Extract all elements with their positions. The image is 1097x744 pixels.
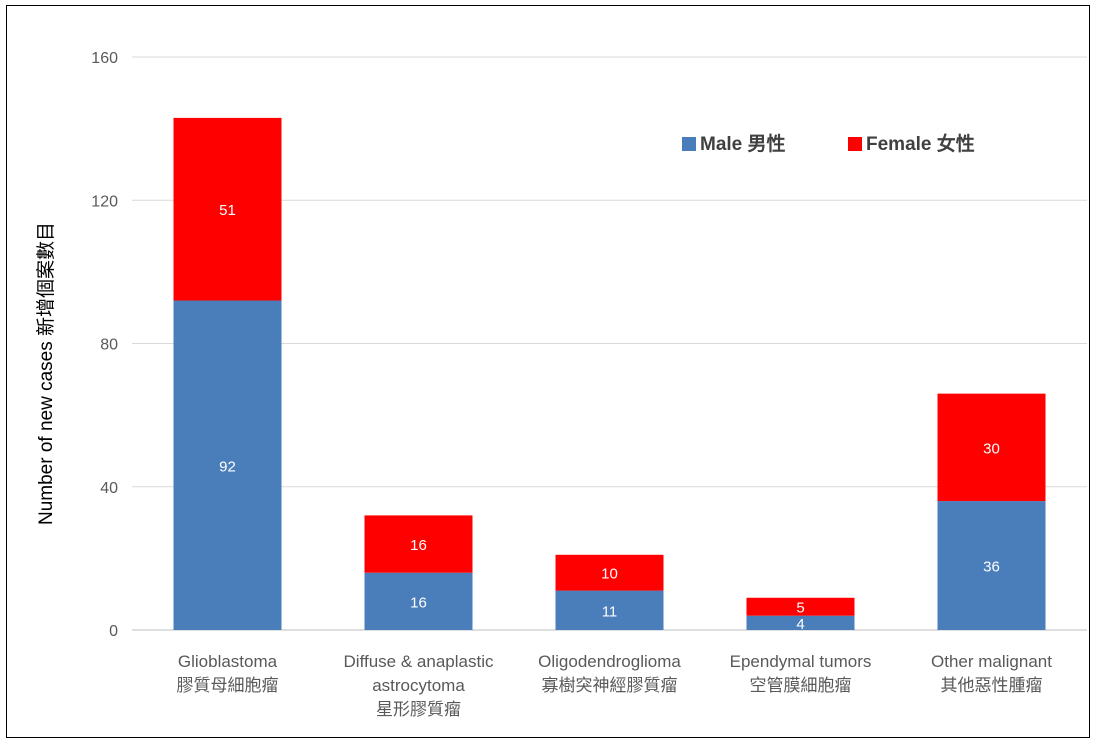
data-label: 4 bbox=[796, 616, 804, 633]
x-category-label: Diffuse & anaplastic bbox=[344, 652, 494, 671]
bar-male-3 bbox=[746, 615, 855, 630]
bar-female-1 bbox=[364, 515, 473, 573]
bar-male-0 bbox=[173, 300, 282, 630]
x-category-label: 空管膜細胞瘤 bbox=[750, 676, 852, 695]
x-category-label: 膠質母細胞瘤 bbox=[177, 676, 279, 695]
x-category-label: 其他惡性腫瘤 bbox=[941, 676, 1043, 695]
y-tick-labels: 0 40 80 120 160 bbox=[91, 50, 118, 640]
data-label: 10 bbox=[601, 566, 618, 583]
data-label: 11 bbox=[602, 603, 618, 620]
legend-label: Male 男性 bbox=[700, 132, 786, 155]
legend-swatch bbox=[682, 137, 696, 151]
x-category-label: 星形膠質瘤 bbox=[376, 700, 461, 719]
x-category-label: Ependymal tumors bbox=[730, 652, 872, 671]
y-tick-label: 120 bbox=[91, 193, 118, 210]
x-category-label: astrocytoma bbox=[372, 676, 465, 695]
data-label: 51 bbox=[219, 202, 236, 219]
bar-female-2 bbox=[555, 554, 664, 591]
bar-male-4 bbox=[937, 501, 1046, 630]
bar-female-0 bbox=[173, 117, 282, 301]
bars: 92 51 16 16 11 10 45 36 30 bbox=[173, 117, 1046, 633]
bar-male-2 bbox=[555, 590, 664, 630]
y-tick-label: 160 bbox=[91, 50, 118, 67]
legend-swatch bbox=[848, 137, 862, 151]
x-category-label: Other malignant bbox=[931, 652, 1052, 671]
legend: Male 男性 Female 女性 bbox=[682, 132, 975, 155]
x-category-label: Glioblastoma bbox=[178, 652, 278, 671]
data-label: 92 bbox=[219, 458, 236, 475]
y-tick-label: 40 bbox=[100, 480, 118, 497]
y-axis-title: Number of new cases 新增個案數目 bbox=[35, 222, 57, 525]
gridlines bbox=[132, 56, 1087, 631]
bar-male-1 bbox=[364, 572, 473, 630]
x-category-labels: Glioblastoma 膠質母細胞瘤 Diffuse & anaplastic as… bbox=[177, 652, 1053, 719]
data-label: 16 bbox=[410, 537, 427, 554]
x-category-label: 寡樹突神經膠質瘤 bbox=[542, 676, 678, 695]
y-tick-label: 80 bbox=[100, 337, 118, 354]
bar-female-3 bbox=[746, 597, 855, 616]
data-label: 36 bbox=[983, 559, 1000, 576]
x-category-label: Oligodendroglioma bbox=[538, 652, 681, 671]
y-tick-label: 0 bbox=[109, 623, 118, 640]
bar-female-4 bbox=[937, 393, 1046, 502]
data-label: 5 bbox=[796, 600, 804, 617]
legend-label: Female 女性 bbox=[866, 132, 975, 155]
data-label: 30 bbox=[983, 440, 1000, 457]
data-label: 16 bbox=[410, 594, 427, 611]
